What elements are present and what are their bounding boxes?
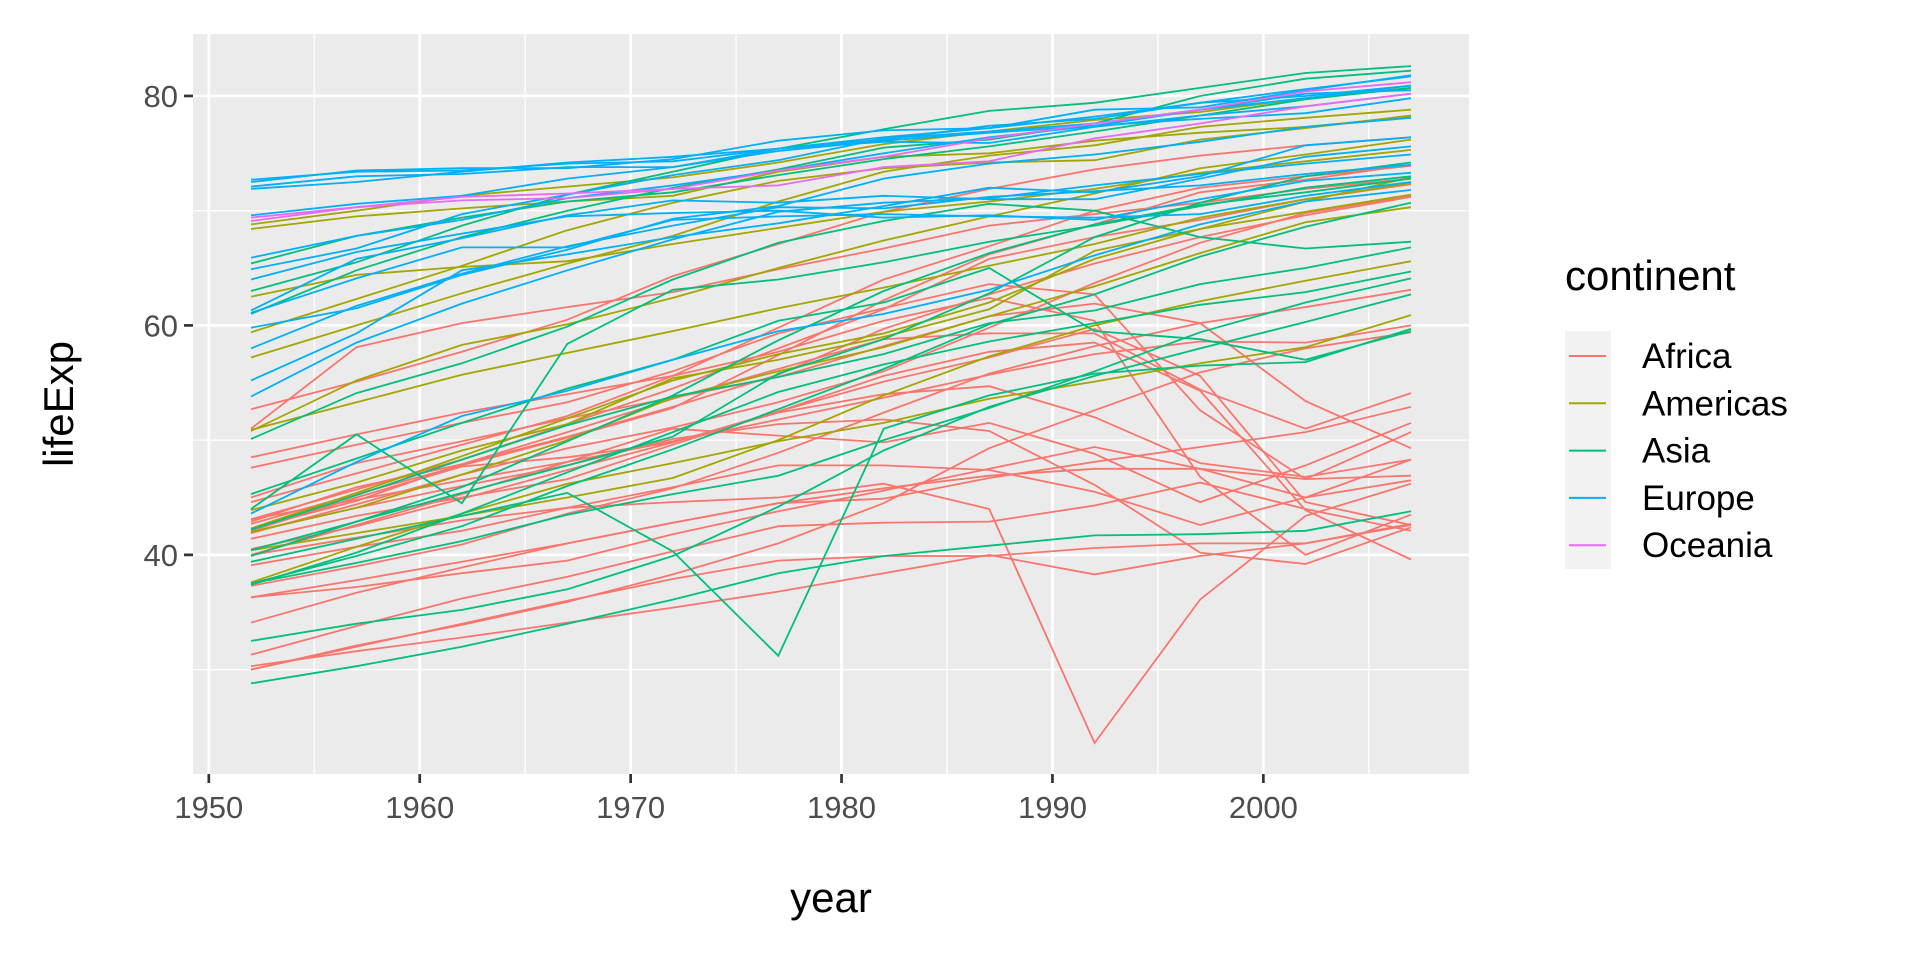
series-line-asia [250,270,1412,586]
series-line-europe [250,181,1412,314]
legend-label: Europe [1642,479,1755,518]
legend-label: Africa [1642,337,1732,376]
axes: 1950 1960 1970 1980 1990 2000 40 60 80 [144,79,1298,825]
series-line-europe [250,189,1412,515]
series-line-africa [250,481,1412,656]
x-tick-label: 1990 [1018,790,1087,825]
series-line-asia [250,69,1412,315]
y-tick-label: 60 [144,308,178,343]
series-line-asia [250,177,1412,557]
series-line-africa [250,482,1412,745]
series-line-asia [250,293,1412,642]
series-line-asia [250,65,1412,292]
series-line-africa [250,418,1412,565]
series-line-africa [250,385,1412,550]
series-line-americas [250,114,1412,334]
x-tick-label: 1980 [807,790,876,825]
series-line-americas [250,193,1412,511]
series-line-europe [250,75,1412,217]
series-line-africa [250,165,1412,503]
series-line-africa [250,302,1412,499]
series-line-africa [250,446,1412,599]
series-line-europe [250,171,1412,281]
x-tick-label: 1960 [385,790,454,825]
series-line-oceania [250,92,1412,219]
x-tick-label: 1950 [174,790,243,825]
series-line-americas [250,182,1412,431]
x-axis-title: year [790,874,872,921]
series-line-africa [250,341,1412,561]
series-line-oceania [250,81,1412,222]
series-line-europe [250,145,1412,312]
series-line-asia [250,267,1412,495]
series-line-africa [250,421,1412,556]
legend-title: continent [1565,252,1736,299]
legend: continent Africa Americas Asia Europe Oceani… [1565,252,1788,569]
x-tick-label: 1970 [596,790,665,825]
legend-label: Americas [1642,384,1788,423]
series-line-asia [250,510,1412,685]
series-line-africa [250,331,1412,671]
series-line-europe [250,74,1412,183]
series-line-europe [250,97,1412,188]
series-line-africa [250,296,1412,556]
legend-label: Asia [1642,432,1711,471]
legend-label: Oceania [1642,526,1773,565]
series-line-africa [250,283,1412,481]
series-line-americas [250,176,1412,530]
y-axis-title: lifeExp [35,341,82,467]
series-line-africa [250,467,1412,599]
series-line-africa [250,324,1412,521]
series-line-americas [250,260,1412,552]
series-line-asia [250,161,1412,552]
series-line-asia [250,277,1412,585]
series-line-europe [250,163,1412,350]
series-line-asia [250,246,1412,531]
series-line-americas [250,108,1412,359]
series-line-asia [250,202,1412,440]
series-line-africa [250,136,1412,411]
series-line-africa [250,327,1412,532]
series-line-africa [250,464,1412,567]
series-line-asia [250,201,1412,585]
y-tick-label: 80 [144,79,178,114]
series-line-americas [250,138,1412,432]
series-line-americas [250,206,1412,533]
series-line-africa [250,196,1412,523]
x-tick-label: 2000 [1229,790,1298,825]
series-line-europe [250,84,1412,190]
series-line-africa [250,183,1412,521]
y-tick-label: 40 [144,538,178,573]
series-lines [250,65,1412,745]
series-line-africa [250,177,1412,430]
